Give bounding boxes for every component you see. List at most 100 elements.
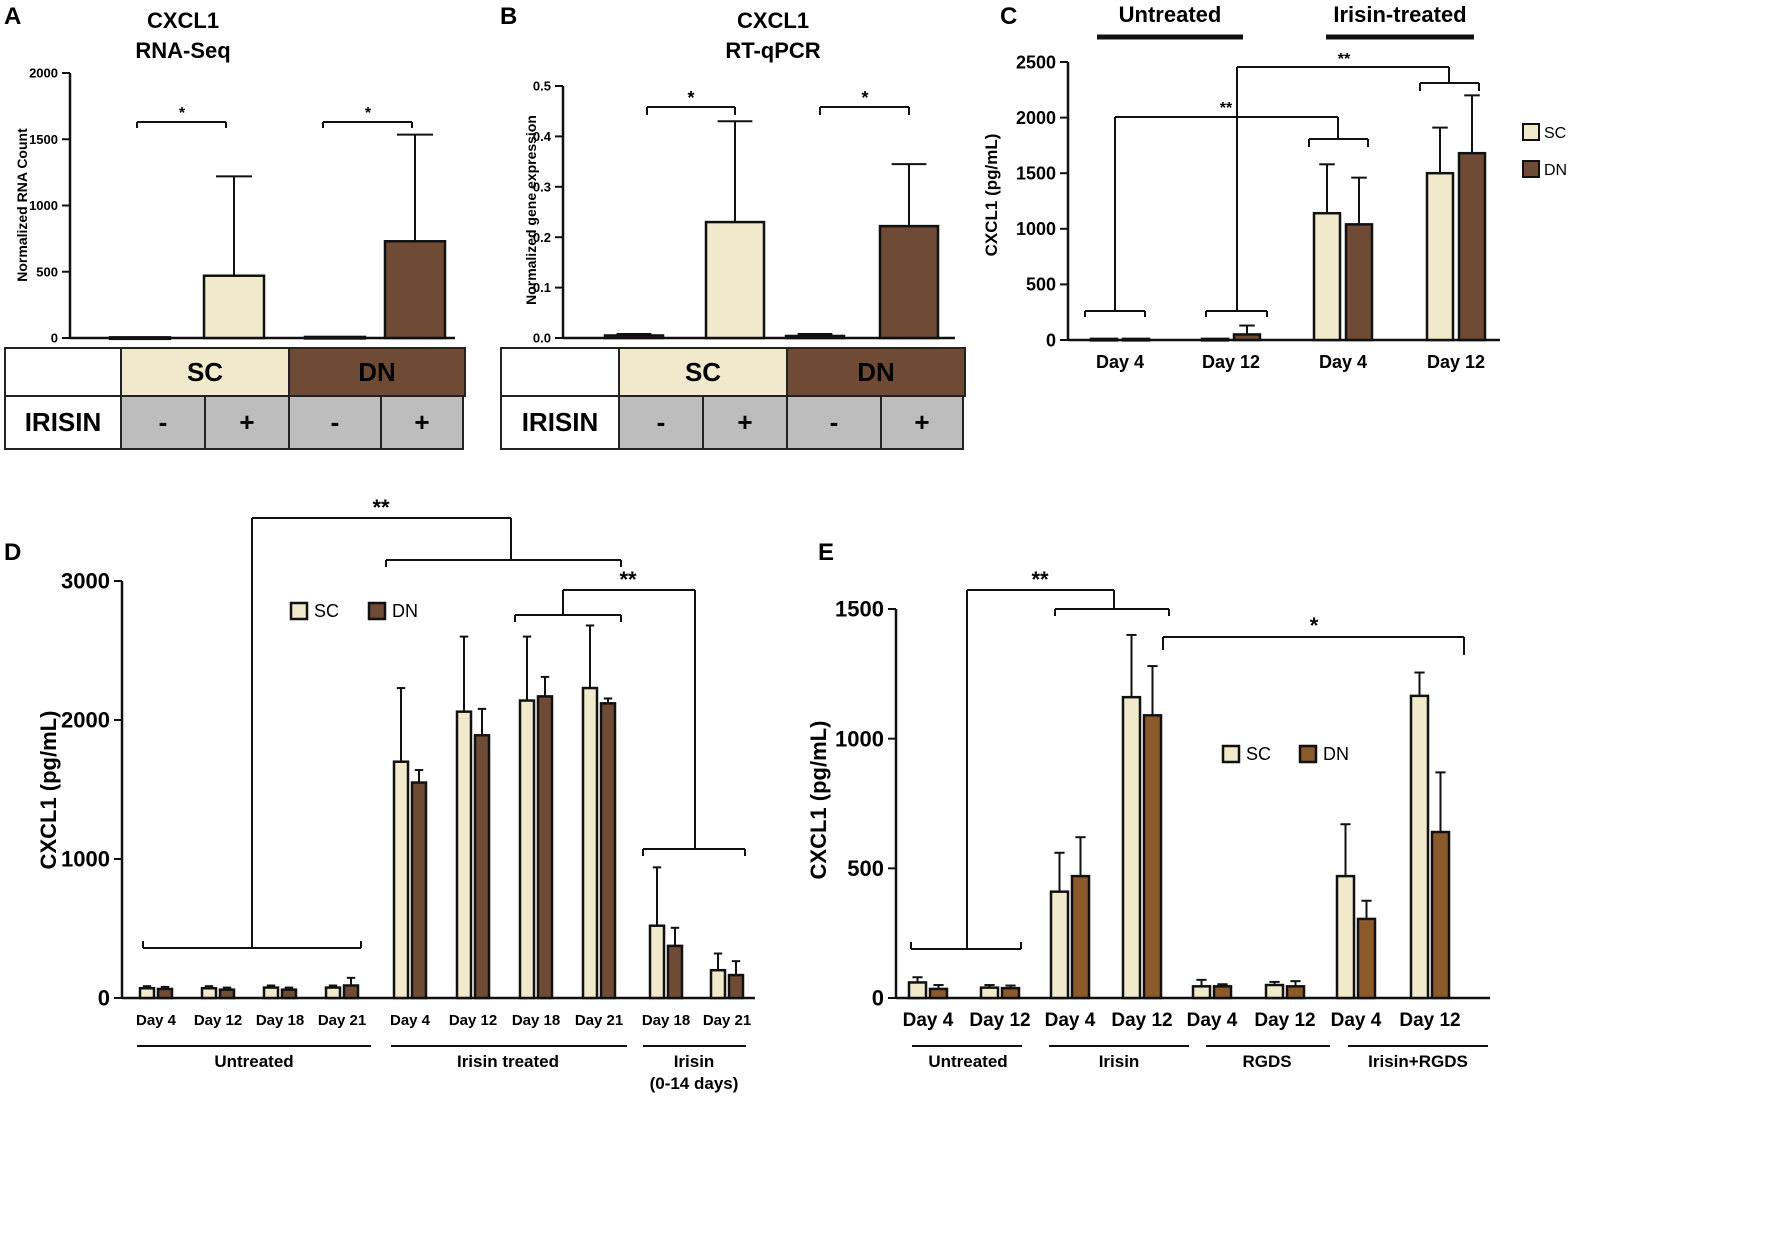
panel-c-sig-label: ** xyxy=(1220,100,1233,117)
panel-d-legend-swatch-sc xyxy=(289,601,309,621)
panel-d-x-tick-label: Day 18 xyxy=(642,1012,690,1029)
panel-d-bar-dn xyxy=(280,988,298,1000)
table-dn-header: DN xyxy=(786,347,966,397)
panel-d-x-tick-label: Day 21 xyxy=(575,1012,623,1029)
panel-a-y-tick-label: 1000 xyxy=(29,198,58,213)
panel-d-bar-dn xyxy=(599,702,617,1000)
panel-c-bar-dn xyxy=(1457,151,1487,342)
panel-e-bar-dn xyxy=(1142,714,1163,1000)
panel-label-D: D xyxy=(4,539,21,566)
panel-c-bar-sc xyxy=(1425,171,1455,342)
panel-c-x-tick-label: Day 4 xyxy=(1096,352,1144,372)
panel-b-y-tick-label: 0.4 xyxy=(533,129,552,144)
panel-d-group-irisin: Irisin treated xyxy=(457,1052,559,1071)
panel-a-bar xyxy=(303,335,367,340)
panel-e-bar-dn xyxy=(1212,985,1233,1000)
panel-e-sig-label: * xyxy=(1310,613,1319,638)
table-sc-header: SC xyxy=(120,347,290,397)
panel-b-y-tick-label: 0.2 xyxy=(533,230,551,245)
panel-e-bar-sc xyxy=(1049,890,1070,1000)
table-irisin-value: + xyxy=(880,395,964,450)
panel-d-bar-sc xyxy=(455,710,473,1000)
panel-d-y-tick-label: 3000 xyxy=(61,569,110,594)
panel-b-sig-label: * xyxy=(687,88,694,108)
panel-e-y-tick-label: 500 xyxy=(847,856,884,881)
panel-d-legend-dn: DN xyxy=(392,601,418,621)
panel-d-bar-dn xyxy=(536,695,554,1000)
panel-d-group-irisin-short: Irisin xyxy=(674,1052,715,1071)
panel-d-bar-dn xyxy=(666,944,684,1000)
panel-c-legend-dn: DN xyxy=(1544,162,1567,179)
panel-label-C: C xyxy=(1000,3,1017,30)
panel-a-bar xyxy=(202,274,266,340)
panel-c-x-tick-label: Day 12 xyxy=(1427,352,1485,372)
panel-b-y-tick-label: 0.0 xyxy=(533,331,551,346)
panel-d-bar-dn xyxy=(410,781,428,1000)
panel-d-bar-sc xyxy=(709,968,727,1000)
panel-d-bar-sc xyxy=(518,699,536,1000)
table-irisin-value: + xyxy=(204,395,290,450)
panel-d-bar-sc xyxy=(262,986,280,1000)
panel-e-y-tick-label: 1500 xyxy=(835,597,884,622)
panel-e-group-rgds: RGDS xyxy=(1242,1052,1291,1071)
panel-d-bar-dn xyxy=(218,988,236,1000)
panel-e-y-tick-label: 0 xyxy=(872,986,884,1011)
panel-a-y-tick-label: 500 xyxy=(36,264,58,279)
panel-d-sig-label: ** xyxy=(619,567,637,592)
panel-d-x-tick-label: Day 12 xyxy=(449,1012,497,1029)
panel-e-bar-sc xyxy=(1335,874,1356,1000)
panel-e-x-tick-label: Day 4 xyxy=(1187,1010,1238,1031)
panel-d-bar-sc xyxy=(138,987,156,1000)
panel-d-bar-sc xyxy=(392,760,410,1000)
panel-d-bar-sc xyxy=(324,986,342,1000)
panel-d-ylabel: CXCL1 (pg/mL) xyxy=(36,711,61,870)
panel-e-x-tick-label: Day 4 xyxy=(903,1010,954,1031)
panel-a-sig-label: * xyxy=(365,105,372,122)
panel-a-sig-label: * xyxy=(179,105,186,122)
table-corner-cell xyxy=(4,347,122,397)
panel-b-y-tick-label: 0.1 xyxy=(533,280,551,295)
panel-c-header-untreated: Untreated xyxy=(1119,2,1222,27)
panel-e-bar-dn xyxy=(1285,985,1306,1000)
panel-label-B: B xyxy=(500,3,517,30)
panel-e-bar-dn xyxy=(928,987,949,1000)
panel-c-y-tick-label: 1500 xyxy=(1016,164,1056,184)
panel-b-y-tick-label: 0.3 xyxy=(533,179,551,194)
panel-d-x-tick-label: Day 21 xyxy=(318,1012,366,1029)
panel-c-bar-sc xyxy=(1089,337,1119,342)
panel-d-x-tick-label: Day 12 xyxy=(194,1012,242,1029)
panel-a-y-tick-label: 2000 xyxy=(29,66,58,81)
panel-e-legend-sc: SC xyxy=(1246,744,1271,764)
panel-a-title: CXCL1 xyxy=(147,8,219,33)
panel-d-bar-dn xyxy=(473,734,491,1000)
panel-e-bar-sc xyxy=(1409,694,1430,1000)
panel-b-y-tick-label: 0.5 xyxy=(533,79,551,94)
panel-d-y-tick-label: 0 xyxy=(98,986,110,1011)
panel-d-x-tick-label: Day 4 xyxy=(136,1012,177,1029)
panel-e-bar-sc xyxy=(1191,985,1212,1000)
panel-c-bar-dn xyxy=(1121,337,1151,342)
panel-label-A: A xyxy=(4,3,21,30)
panel-a-bar xyxy=(108,336,172,341)
panel-e-bar-dn xyxy=(1070,874,1091,1000)
panel-d-x-tick-label: Day 4 xyxy=(390,1012,431,1029)
panel-a-ylabel: Normalized RNA Count xyxy=(14,128,30,282)
panel-e-bar-sc xyxy=(907,981,928,1000)
panel-c-bar-sc xyxy=(1312,211,1342,342)
panel-e-sig-label: ** xyxy=(1031,567,1049,592)
panel-a-bar xyxy=(383,240,447,340)
table-irisin-value: - xyxy=(786,395,882,450)
panel-b-bar xyxy=(603,334,665,340)
panel-d-group-range: (0-14 days) xyxy=(650,1074,739,1093)
panel-b-bar xyxy=(878,224,940,340)
panel-c-legend-swatch-dn xyxy=(1522,160,1540,178)
panel-c-y-tick-label: 1000 xyxy=(1016,219,1056,239)
panel-d-x-tick-label: Day 18 xyxy=(256,1012,304,1029)
panel-e-group-irisin-rgds: Irisin+RGDS xyxy=(1368,1052,1468,1071)
panel-c-y-tick-label: 2000 xyxy=(1016,108,1056,128)
panel-d-legend-sc: SC xyxy=(314,601,339,621)
panel-e-bar-dn xyxy=(1430,830,1451,1000)
panel-d-bar-dn xyxy=(156,987,174,1000)
panel-e-group-untreated: Untreated xyxy=(928,1052,1007,1071)
